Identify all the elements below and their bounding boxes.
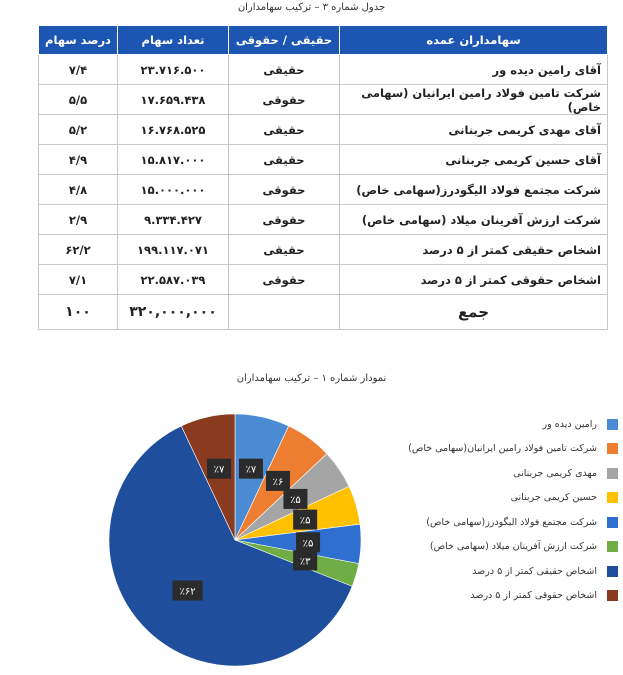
table-row: شرکت مجتمع فولاد الیگودرز(سهامی خاص) حقو… xyxy=(38,174,608,205)
cell-type: حقیقی xyxy=(228,144,340,175)
table-row: آقای حسین کریمی جربنانی حقیقی ۱۵.۸۱۷.۰۰۰… xyxy=(38,144,608,175)
shareholders-table: سهامداران عمده حقیقی / حقوقی تعداد سهام … xyxy=(38,25,608,330)
legend-label: اشخاص حقیقی کمتر از ۵ درصد xyxy=(472,565,597,577)
chart-legend: رامین دیده ور شرکت تامین فولاد رامین ایرا… xyxy=(378,412,618,608)
header-shares: تعداد سهام xyxy=(117,25,229,55)
cell-type: حقیقی xyxy=(228,114,340,145)
pie-label: ٪۷ xyxy=(207,458,232,479)
pie-label: ٪۵ xyxy=(283,488,308,509)
cell-type: حقوقی xyxy=(228,204,340,235)
legend-swatch xyxy=(607,467,618,479)
cell-type: حقیقی xyxy=(228,234,340,265)
svg-text:٪۶۲: ٪۶۲ xyxy=(179,587,195,598)
pie-label: ٪۵ xyxy=(296,532,321,553)
svg-text:٪۷: ٪۷ xyxy=(214,465,225,476)
table-row: شرکت ارزش آفرینان میلاد (سهامی خاص) حقوق… xyxy=(38,204,608,235)
pie-label: ٪۷ xyxy=(238,458,263,479)
legend-label: رامین دیده ور xyxy=(542,418,597,430)
cell-percent: ۷/۱ xyxy=(38,264,118,295)
svg-text:٪۵: ٪۵ xyxy=(290,495,301,506)
pie-chart: ٪۷ ٪۶ ٪۵ ٪۵ ٪۵ ٪۳ ٪۶۲ ٪۷ xyxy=(108,413,362,667)
legend-item: مهدی کریمی جربنانی xyxy=(378,461,618,486)
table-total-row: جمع ۳۲۰,۰۰۰,۰۰۰ ۱۰۰ xyxy=(38,294,608,330)
svg-text:٪۵: ٪۵ xyxy=(300,516,311,527)
cell-shares: ۲۲.۵۸۷.۰۳۹ xyxy=(117,264,229,295)
total-type xyxy=(228,294,340,330)
cell-name: شرکت تامین فولاد رامین ایرانیان (سهامی خ… xyxy=(339,84,608,115)
cell-shares: ۱۵.۸۱۷.۰۰۰ xyxy=(117,144,229,175)
table-row: آقای مهدی کریمی جربنانی حقیقی ۱۶.۷۶۸.۵۲۵… xyxy=(38,114,608,145)
legend-item: اشخاص حقیقی کمتر از ۵ درصد xyxy=(378,559,618,584)
legend-item: حسین کریمی جربنانی xyxy=(378,486,618,511)
pie-label: ٪۶۲ xyxy=(172,580,203,601)
cell-type: حقیقی xyxy=(228,54,340,85)
cell-shares: ۱۷.۶۵۹.۴۳۸ xyxy=(117,84,229,115)
table-row: شرکت تامین فولاد رامین ایرانیان (سهامی خ… xyxy=(38,84,608,115)
cell-percent: ۵/۵ xyxy=(38,84,118,115)
legend-item: رامین دیده ور xyxy=(378,412,618,437)
legend-label: حسین کریمی جربنانی xyxy=(510,492,597,504)
cell-shares: ۱۵.۰۰۰.۰۰۰ xyxy=(117,174,229,205)
cell-shares: ۱۶.۷۶۸.۵۲۵ xyxy=(117,114,229,145)
cell-name: آقای رامین دیده ور xyxy=(339,54,608,85)
cell-name: شرکت ارزش آفرینان میلاد (سهامی خاص) xyxy=(339,204,608,235)
pie-label: ٪۳ xyxy=(293,550,318,571)
cell-name: شرکت مجتمع فولاد الیگودرز(سهامی خاص) xyxy=(339,174,608,205)
legend-item: اشخاص حقوقی کمتر از ۵ درصد xyxy=(378,584,618,609)
cell-percent: ۴/۸ xyxy=(38,174,118,205)
pie-label: ٪۵ xyxy=(293,509,318,530)
cell-type: حقوقی xyxy=(228,174,340,205)
table-row: اشخاص حقوقی کمتر از ۵ درصد حقوقی ۲۲.۵۸۷.… xyxy=(38,264,608,295)
legend-swatch xyxy=(607,418,618,430)
cell-percent: ۶۲/۲ xyxy=(38,234,118,265)
total-label: جمع xyxy=(339,294,608,330)
svg-text:٪۳: ٪۳ xyxy=(300,556,311,567)
total-percent: ۱۰۰ xyxy=(38,294,118,330)
total-shares: ۳۲۰,۰۰۰,۰۰۰ xyxy=(117,294,229,330)
cell-name: آقای حسین کریمی جربنانی xyxy=(339,144,608,175)
pie-slice xyxy=(108,425,353,667)
legend-item: شرکت ارزش آفرینان میلاد (سهامی خاص) xyxy=(378,535,618,560)
header-type: حقیقی / حقوقی xyxy=(228,25,340,55)
cell-type: حقوقی xyxy=(228,84,340,115)
table-header-row: سهامداران عمده حقیقی / حقوقی تعداد سهام … xyxy=(38,25,608,55)
cell-type: حقوقی xyxy=(228,264,340,295)
legend-swatch xyxy=(607,492,618,504)
cell-name: اشخاص حقوقی کمتر از ۵ درصد xyxy=(339,264,608,295)
legend-label: شرکت مجتمع فولاد الیگودرز(سهامی خاص) xyxy=(426,516,597,528)
cell-shares: ۲۳.۷۱۶.۵۰۰ xyxy=(117,54,229,85)
table-row: اشخاص حقیقی کمتر از ۵ درصد حقیقی ۱۹۹.۱۱۷… xyxy=(38,234,608,265)
header-shareholder: سهامداران عمده xyxy=(339,25,608,55)
legend-item: شرکت تامین فولاد رامین ایرانیان(سهامی خا… xyxy=(378,437,618,462)
table-row: آقای رامین دیده ور حقیقی ۲۳.۷۱۶.۵۰۰ ۷/۴ xyxy=(38,54,608,85)
cell-percent: ۷/۴ xyxy=(38,54,118,85)
header-percent: درصد سهام xyxy=(38,25,118,55)
cell-percent: ۵/۲ xyxy=(38,114,118,145)
legend-label: اشخاص حقوقی کمتر از ۵ درصد xyxy=(470,590,597,602)
cell-percent: ۲/۹ xyxy=(38,204,118,235)
legend-swatch xyxy=(607,443,618,455)
svg-text:٪۷: ٪۷ xyxy=(246,465,257,476)
cell-shares: ۱۹۹.۱۱۷.۰۷۱ xyxy=(117,234,229,265)
pie-label: ٪۶ xyxy=(265,470,290,491)
legend-label: شرکت ارزش آفرینان میلاد (سهامی خاص) xyxy=(429,541,597,553)
table-caption: جدول شماره ۳ – ترکیب سهامداران xyxy=(237,2,386,13)
legend-label: مهدی کریمی جربنانی xyxy=(513,467,597,479)
cell-name: آقای مهدی کریمی جربنانی xyxy=(339,114,608,145)
chart-title: نمودار شماره ۱ – ترکیب سهامداران xyxy=(236,373,387,384)
cell-percent: ۴/۹ xyxy=(38,144,118,175)
legend-swatch xyxy=(607,516,618,528)
legend-swatch xyxy=(607,565,618,577)
legend-item: شرکت مجتمع فولاد الیگودرز(سهامی خاص) xyxy=(378,510,618,535)
legend-swatch xyxy=(607,590,618,602)
svg-text:٪۵: ٪۵ xyxy=(303,538,314,549)
svg-text:٪۶: ٪۶ xyxy=(273,477,284,488)
cell-name: اشخاص حقیقی کمتر از ۵ درصد xyxy=(339,234,608,265)
cell-shares: ۹.۳۳۴.۴۲۷ xyxy=(117,204,229,235)
legend-label: شرکت تامین فولاد رامین ایرانیان(سهامی خا… xyxy=(408,443,597,455)
legend-swatch xyxy=(607,541,618,553)
